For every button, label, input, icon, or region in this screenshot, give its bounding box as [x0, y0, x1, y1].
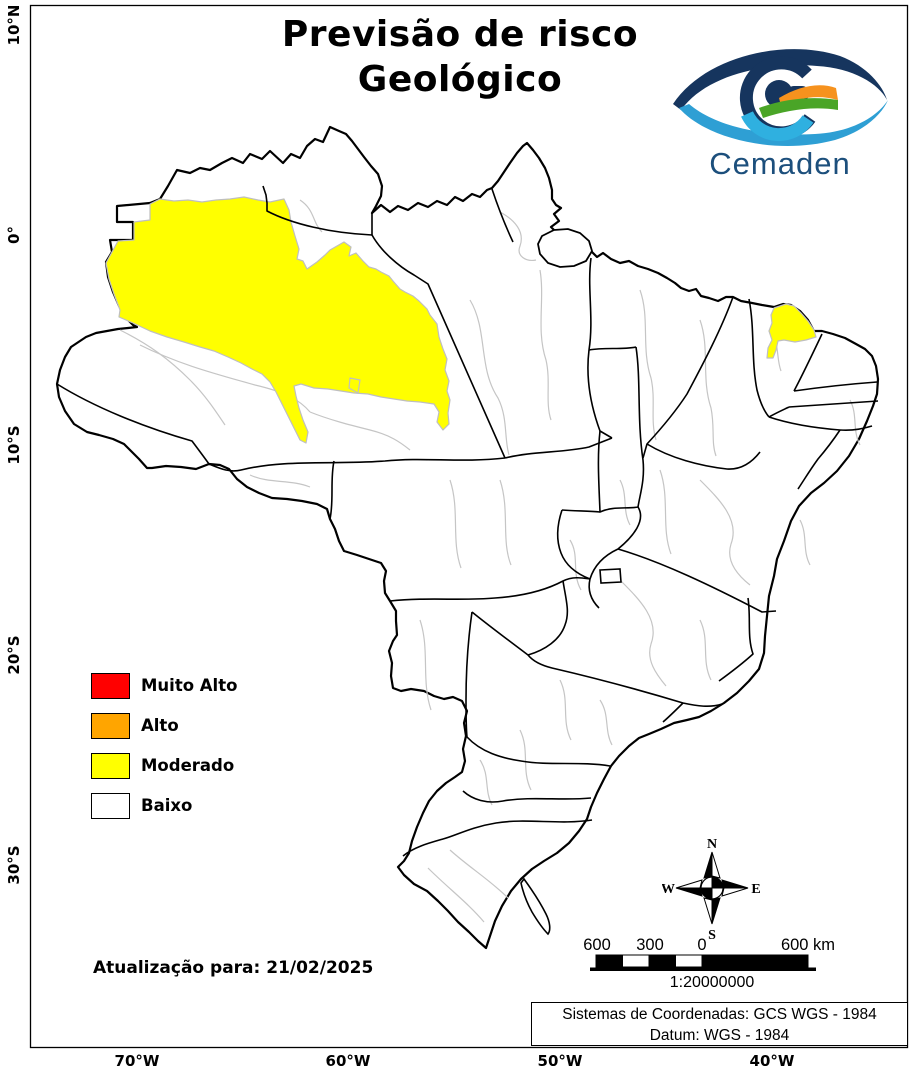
- coordinate-system-line2: Datum: WGS - 1984: [649, 1027, 790, 1044]
- compass-rose: N S E W: [662, 838, 761, 943]
- legend-label-alto: Alto: [141, 716, 179, 735]
- compass-s-label: S: [708, 928, 716, 943]
- risk-region-northeast-ceara: [766, 303, 817, 359]
- cemaden-logo-text: Cemaden: [709, 146, 851, 181]
- distrito-federal-rect: [599, 568, 622, 584]
- risk-region-northwest-tail: [348, 377, 361, 394]
- page-title-line2: Geológico: [357, 59, 563, 100]
- compass-star-icon: [675, 851, 749, 925]
- lon-label-60w: 60°W: [325, 1052, 371, 1070]
- lon-label-70w: 70°W: [114, 1052, 160, 1070]
- lat-label-30s: 30°S: [5, 845, 23, 885]
- lagoa-dos-patos: [520, 877, 551, 936]
- legend-item-alto: Alto: [91, 712, 237, 739]
- scale-ratio: 1:20000000: [669, 974, 755, 991]
- scalebar-label-0: 0: [697, 936, 707, 954]
- cemaden-logo: Cemaden: [655, 42, 905, 182]
- risk-regions-moderado: [105, 196, 817, 444]
- legend-label-muito-alto: Muito Alto: [141, 676, 238, 695]
- scalebar-label-300: 300: [636, 936, 664, 954]
- page-title: Previsão de risco Geológico: [150, 12, 770, 102]
- legend-swatch-baixo: [91, 792, 130, 819]
- coordinate-system-line1: Sistemas de Coordenadas: GCS WGS - 1984: [562, 1006, 877, 1023]
- marajo-island: [537, 228, 593, 268]
- lon-label-50w: 50°W: [537, 1052, 583, 1070]
- risk-region-northwest-amazonas: [105, 196, 451, 444]
- legend-item-moderado: Moderado: [91, 752, 237, 779]
- municipal-boundaries: [119, 199, 861, 923]
- lat-label-0: 0°: [5, 226, 23, 244]
- risk-legend: Muito Alto Alto Moderado Baixo: [91, 672, 237, 832]
- page-title-line1: Previsão de risco: [281, 14, 639, 55]
- lat-label-10n: 10°N: [5, 4, 23, 46]
- lon-label-40w: 40°W: [749, 1052, 795, 1070]
- legend-item-muito-alto: Muito Alto: [91, 672, 237, 699]
- lat-label-20s: 20°S: [5, 635, 23, 675]
- scalebar-label-600km: 600 km: [780, 936, 836, 954]
- state-boundaries: [56, 185, 879, 857]
- legend-swatch-muito-alto: [91, 672, 130, 699]
- scalebar-label-600-left: 600: [583, 936, 611, 954]
- legend-label-moderado: Moderado: [141, 756, 235, 775]
- legend-swatch-alto: [91, 712, 130, 739]
- update-date-text: Atualização para: 21/02/2025: [93, 958, 374, 978]
- legend-swatch-moderado: [91, 752, 130, 779]
- lat-label-10s: 10°S: [5, 425, 23, 465]
- coordinate-system-box: Sistemas de Coordenadas: GCS WGS - 1984 …: [531, 1002, 908, 1046]
- scale-bar: [590, 954, 816, 971]
- legend-label-baixo: Baixo: [141, 796, 193, 815]
- compass-e-label: E: [751, 882, 760, 897]
- compass-n-label: N: [707, 838, 717, 852]
- compass-w-label: W: [662, 882, 675, 897]
- legend-item-baixo: Baixo: [91, 792, 237, 819]
- cemaden-eye-icon: [673, 49, 888, 146]
